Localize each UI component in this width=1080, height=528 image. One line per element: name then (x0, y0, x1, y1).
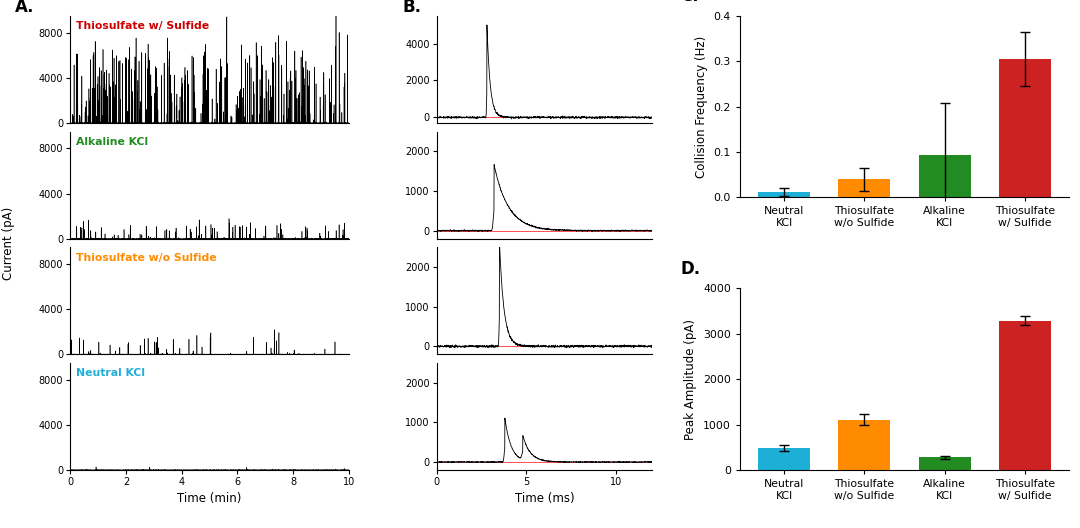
Bar (838, 180, 891, 197)
Bar (758, 448, 810, 470)
Text: B.: B. (402, 0, 421, 15)
Text: D.: D. (680, 260, 701, 278)
Text: C.: C. (680, 0, 699, 5)
Bar (999, 320, 1051, 470)
Y-axis label: Peak Amplitude (pA): Peak Amplitude (pA) (685, 318, 698, 440)
Bar (999, 59, 1051, 197)
Bar (919, 155, 971, 197)
Text: Thiosulfate w/o Sulfide: Thiosulfate w/o Sulfide (76, 252, 216, 262)
X-axis label: Time (ms): Time (ms) (514, 493, 575, 505)
X-axis label: Time (min): Time (min) (177, 493, 242, 505)
Text: Neutral KCl: Neutral KCl (76, 368, 145, 378)
Bar (838, 420, 891, 470)
Text: Current (pA): Current (pA) (2, 206, 15, 279)
Text: Alkaline KCl: Alkaline KCl (76, 137, 148, 147)
Text: A.: A. (14, 0, 33, 15)
Y-axis label: Collision Frequency (Hz): Collision Frequency (Hz) (694, 35, 707, 178)
Bar (758, 192, 810, 197)
Bar (919, 457, 971, 470)
Text: Thiosulfate w/ Sulfide: Thiosulfate w/ Sulfide (76, 21, 208, 31)
